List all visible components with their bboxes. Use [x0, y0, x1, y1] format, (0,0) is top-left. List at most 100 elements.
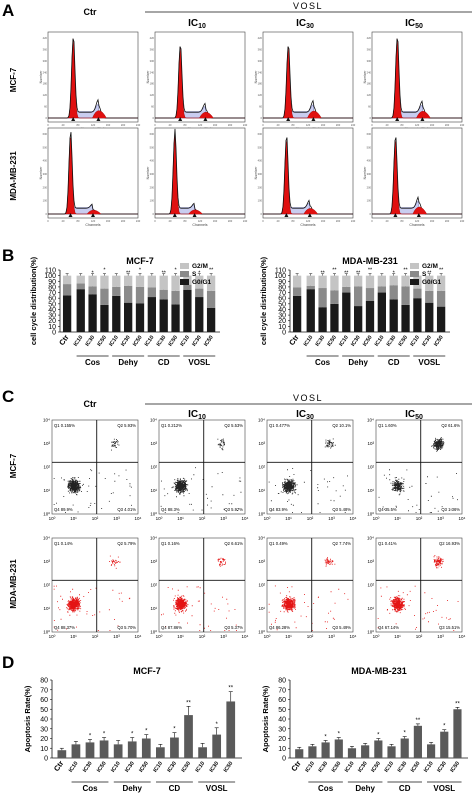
bar	[400, 738, 409, 758]
scatter-xtick: 10⁰	[49, 516, 56, 521]
scatter-xtick: 10⁴	[135, 634, 142, 639]
histogram-ytick: 420	[150, 36, 155, 40]
quadrant-label-q1: Q1 1.60%	[378, 423, 397, 428]
histogram-grid: 0 60 120 180 240 300 360 420 0 40 80 120 160 200 240 Ch…	[39, 31, 465, 227]
histogram-xlabel: Channels	[300, 223, 315, 227]
scatter-xtick: 10⁴	[242, 634, 249, 639]
x-tick-label: IC30	[191, 335, 203, 348]
bar-segment-s	[425, 290, 434, 303]
bar	[156, 747, 165, 758]
histogram-xtick: 80	[401, 219, 404, 223]
bar-segment-s	[76, 283, 85, 290]
scatter-ytick: 10⁰	[150, 630, 157, 635]
a-row-labels: MCF-7 MDA-MB-231	[9, 67, 18, 200]
x-tick-label: IC30	[124, 761, 136, 774]
histogram-ytick: 300	[367, 59, 372, 63]
scatter-xtick: 10¹	[394, 634, 401, 639]
bar-segment-g2m	[135, 275, 145, 287]
quadrant-label-q2: Q2 5.79%	[117, 541, 136, 546]
bar	[141, 738, 151, 758]
scatter-frame	[51, 537, 139, 633]
bar-segment-s	[436, 290, 446, 307]
histogram-ytick: 300	[150, 59, 155, 63]
bar-segment-g2m	[76, 275, 85, 284]
scatter-xtick: 10²	[416, 634, 423, 639]
bar-segment-g2m	[306, 275, 315, 286]
bar	[387, 746, 396, 758]
y-tick-label: 10	[278, 324, 286, 331]
bar-segment-g0g1	[112, 295, 121, 332]
x-tick-label: IC10	[108, 335, 120, 348]
legend-swatch	[410, 279, 419, 285]
y-tick-label: 30	[278, 726, 286, 733]
x-tick-label: IC30	[82, 761, 94, 774]
bar-segment-g0g1	[62, 295, 72, 332]
histogram-xtick: 160	[430, 123, 435, 127]
x-tick-label: IC30	[120, 335, 132, 348]
histogram-xtick: 200	[121, 219, 126, 223]
histogram-ytick: 600	[258, 132, 263, 136]
histogram-marker	[393, 213, 398, 217]
significance-mark: *	[174, 268, 177, 274]
histogram-marker	[172, 213, 177, 217]
bar-segment-g2m	[292, 275, 302, 288]
scatter-frame	[375, 419, 463, 515]
bar-segment-g2m	[62, 275, 72, 285]
x-tick-label: IC50	[203, 335, 215, 348]
histogram-outline	[155, 46, 245, 119]
scatter-ytick: 10⁴	[150, 536, 157, 541]
group-label: Cos	[82, 784, 98, 793]
significance-mark: **	[356, 271, 361, 277]
bar-segment-g2m	[159, 275, 168, 290]
a-ic-label-0: IC10	[188, 18, 206, 30]
histogram-frame	[262, 31, 354, 123]
scatter-grid: Q1 0.155% Q2 5.93%Q4 89.9% Q3 4.01%10⁰10⁰1…	[43, 418, 465, 640]
x-tick-label: IC10	[110, 761, 122, 774]
x-tick-label: Ctr	[289, 759, 303, 773]
bar	[347, 748, 357, 758]
bar-segment-g0g1	[135, 303, 145, 332]
histogram-ytick: 600	[150, 132, 155, 136]
bar-segment-s	[171, 290, 180, 305]
histogram-outline	[372, 38, 462, 119]
histogram-ytick: 300	[150, 172, 155, 176]
scatter-xtick: 10³	[220, 516, 227, 521]
y-tick-label: 30	[278, 313, 286, 320]
bar	[184, 715, 193, 758]
c-row-label-mda: MDA-MB-231	[9, 559, 18, 609]
scatter-frame	[51, 419, 139, 515]
y-tick-label: 80	[40, 678, 48, 685]
histogram-xtick: 160	[106, 123, 111, 127]
histogram-ytick: 400	[367, 159, 372, 163]
histogram-ytick: 240	[258, 70, 263, 74]
quadrant-label-q1: Q1 0.477%	[269, 423, 290, 428]
group-label: VOSL	[206, 784, 228, 793]
scatter-ytick: 10⁴	[43, 418, 50, 423]
histogram-xtick: 240	[460, 219, 465, 223]
y-tick-label: 20	[278, 736, 286, 743]
scatter-ytick: 10³	[367, 559, 374, 564]
histogram-xtick: 200	[445, 123, 450, 127]
scatter-ytick: 10²	[150, 465, 157, 470]
histogram-1-2: 0 100 200 300 400 500 600 0 40 80 120 160 200 240 Chan…	[254, 127, 356, 227]
cell-cycle-chart-mda: MDA-MB-231 cell cycle distribution(%) 0102…	[259, 256, 450, 367]
legend-swatch	[410, 271, 419, 277]
legend-swatch	[180, 263, 189, 269]
histogram-xtick: 200	[445, 219, 450, 223]
significance-mark: *	[338, 732, 341, 738]
significance-mark: *	[198, 271, 201, 277]
scatter-ytick: 10²	[258, 583, 265, 588]
legend-label: S	[422, 271, 427, 278]
quadrant-label-q4: Q4 67.14%	[378, 625, 399, 630]
histogram-marker	[192, 213, 197, 217]
histogram-ytick: 100	[367, 199, 372, 203]
histogram-ytick: 240	[367, 70, 372, 74]
bar-segment-s	[88, 286, 97, 295]
group-label: VOSL	[433, 784, 455, 793]
bar	[113, 744, 123, 758]
scatter-xtick: 10³	[328, 516, 335, 521]
histogram-ytick: 360	[150, 47, 155, 51]
bar-segment-g2m	[318, 275, 327, 289]
significance-mark: *	[377, 733, 380, 739]
x-tick-label: IC10	[68, 761, 80, 774]
